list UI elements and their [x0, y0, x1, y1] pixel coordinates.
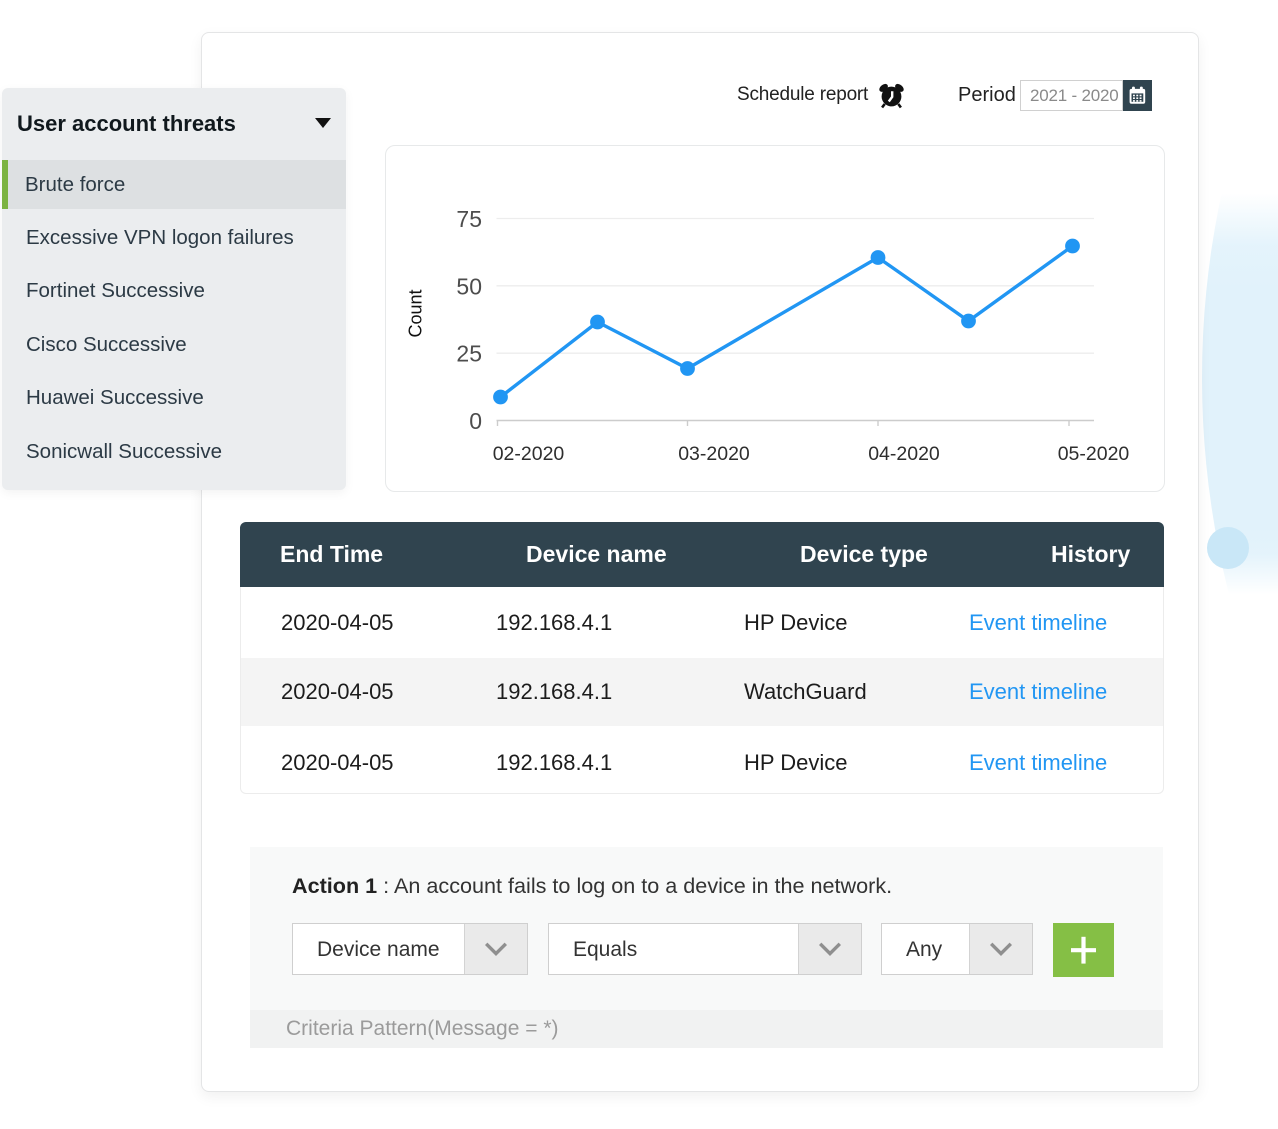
svg-text:50: 50 [456, 273, 482, 299]
svg-text:Count: Count [406, 289, 426, 337]
svg-text:0: 0 [469, 408, 482, 434]
svg-text:75: 75 [456, 206, 482, 232]
svg-text:04-2020: 04-2020 [868, 443, 940, 465]
svg-text:03-2020: 03-2020 [678, 443, 750, 465]
svg-text:25: 25 [456, 341, 482, 367]
svg-text:05-2020: 05-2020 [1058, 443, 1130, 465]
svg-text:02-2020: 02-2020 [493, 443, 565, 465]
